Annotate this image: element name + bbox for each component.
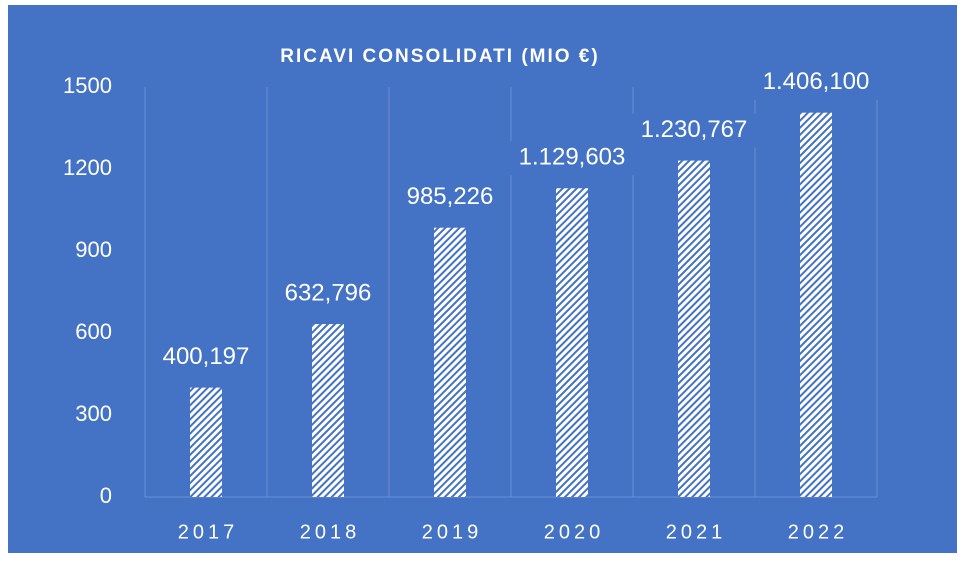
y-tick-label: 1200 xyxy=(63,155,112,180)
data-label: 1.230,767 xyxy=(641,116,748,143)
x-tick-label: 2019 xyxy=(422,521,483,543)
data-label-background xyxy=(399,180,501,215)
x-tick-label: 2017 xyxy=(178,521,239,543)
data-label: 400,197 xyxy=(163,343,250,370)
bar xyxy=(190,387,222,497)
data-label-background xyxy=(752,65,880,100)
x-tick-label: 2018 xyxy=(300,521,361,543)
bar xyxy=(678,160,710,498)
data-label-background xyxy=(277,277,379,312)
y-tick-label: 600 xyxy=(75,319,112,344)
bar xyxy=(800,112,832,497)
y-tick-label: 900 xyxy=(75,237,112,262)
chart-title: RICAVI CONSOLIDATI (MIO €) xyxy=(280,46,599,67)
x-tick-label: 2020 xyxy=(544,521,605,543)
data-label-background xyxy=(630,113,758,148)
y-tick-label: 1500 xyxy=(63,73,112,98)
bar xyxy=(312,324,344,497)
data-label: 985,226 xyxy=(407,183,494,210)
y-tick-label: 300 xyxy=(75,401,112,426)
data-label: 632,796 xyxy=(285,279,372,306)
data-label: 1.406,100 xyxy=(763,68,870,95)
data-label-background xyxy=(508,141,636,176)
y-tick-label: 0 xyxy=(100,483,112,508)
data-label-background xyxy=(155,340,257,375)
data-label: 1.129,603 xyxy=(519,144,626,171)
bar xyxy=(434,227,466,497)
bar xyxy=(556,188,588,497)
x-tick-label: 2022 xyxy=(788,521,849,543)
x-tick-label: 2021 xyxy=(666,521,727,543)
